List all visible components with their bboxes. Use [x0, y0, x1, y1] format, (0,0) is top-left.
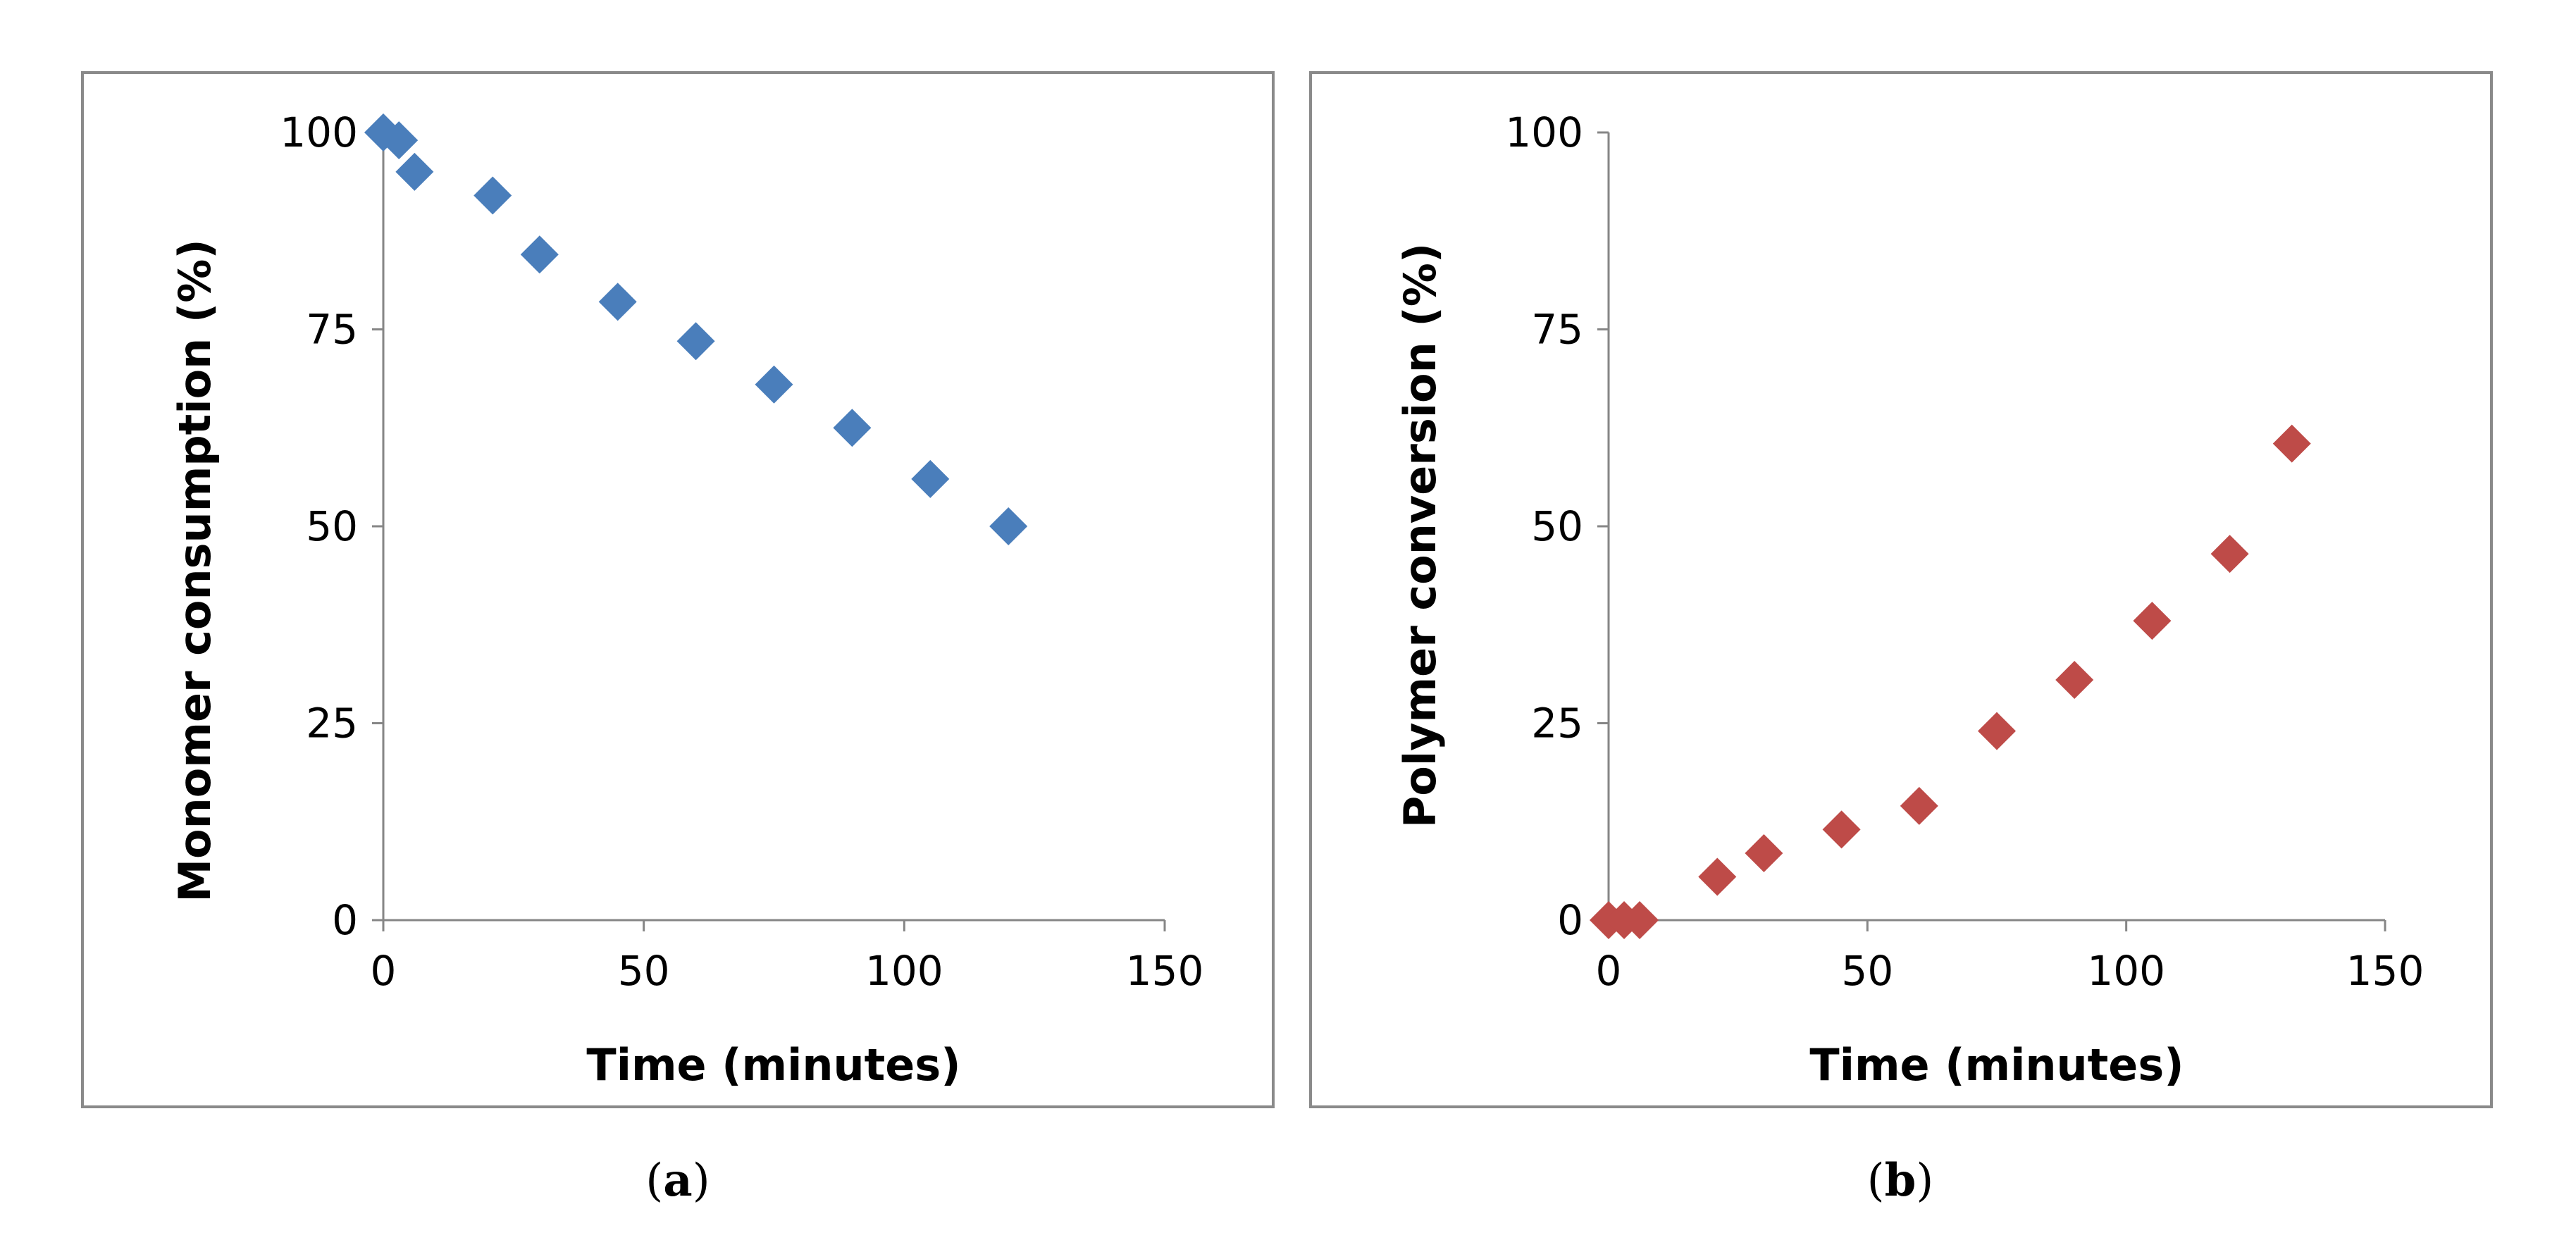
chart-a-data-point: [911, 459, 950, 498]
chart-b-x-tick-label: 150: [2346, 947, 2425, 995]
chart-a-y-tick-label: 75: [306, 306, 358, 354]
caption-b-letter: b: [1885, 1154, 1916, 1207]
chart-a-data-point: [520, 235, 559, 274]
chart-b-data-point: [1745, 833, 1783, 872]
caption-b: (b): [1867, 1154, 1934, 1207]
chart-a-x-tick-label: 50: [618, 947, 670, 995]
chart-b-data-point: [2272, 424, 2311, 463]
chart-b-data-point: [1900, 786, 1938, 825]
chart-a-points: [364, 113, 1028, 545]
chart-b: 0 25 50 75 100 0 50 100 150 Time (minutes) Polym…: [1309, 71, 2493, 1108]
chart-b-data-point: [1978, 712, 2016, 750]
chart-b-data-point: [2055, 661, 2094, 700]
chart-a-data-point: [833, 409, 872, 447]
chart-a-y-tick-label: 100: [280, 108, 358, 156]
chart-b-y-axis-title: Polymer conversion (%): [1394, 243, 1446, 828]
chart-a-data-point: [380, 121, 419, 160]
chart-b-y-tick-label: 75: [1531, 306, 1583, 354]
chart-a-x-tick-label: 150: [1126, 947, 1204, 995]
chart-b-y-tick-label: 50: [1531, 502, 1583, 550]
chart-b-tick-labels: 0 25 50 75 100 0 50 100 150: [1505, 108, 2424, 995]
chart-a-data-point: [755, 365, 793, 404]
chart-b-x-tick-label: 50: [1841, 947, 1893, 995]
chart-a-frame: [81, 71, 1275, 1108]
chart-b-x-tick-label: 0: [1596, 947, 1622, 995]
chart-b-y-tick-label: 100: [1505, 108, 1583, 156]
chart-a-y-axis-title: Monomer consumption (%): [169, 239, 221, 902]
chart-a-data-point: [473, 176, 512, 215]
chart-a-y-tick-label: 50: [306, 502, 358, 550]
chart-a-tick-labels: 0 25 50 75 100 0 50 100 150: [280, 108, 1203, 995]
chart-a-x-axis-title: Time (minutes): [586, 1039, 960, 1091]
caption-a-letter: a: [663, 1154, 692, 1207]
chart-b-x-axis-title: Time (minutes): [1809, 1039, 2184, 1091]
chart-b-data-point: [1822, 810, 1861, 849]
chart-b-data-point: [2210, 535, 2249, 574]
chart-a-data-point: [395, 152, 434, 191]
chart-a-x-tick-label: 0: [371, 947, 397, 995]
chart-b-data-point: [1621, 901, 1659, 939]
chart-a-data-point: [989, 507, 1028, 545]
chart-b-data-point: [2133, 602, 2172, 640]
chart-b-y-tick-label: 25: [1531, 700, 1583, 748]
chart-b-x-tick-label: 100: [2087, 947, 2165, 995]
chart-b-frame: [1309, 71, 2493, 1108]
chart-b-data-point: [1698, 857, 1737, 896]
chart-a-y-tick-label: 0: [332, 896, 358, 944]
chart-a-data-point: [598, 283, 637, 321]
chart-b-y-tick-label: 0: [1557, 896, 1583, 944]
chart-a: 0 25 50 75 100 0 50 100 150 Time (minutes) Monom…: [81, 71, 1275, 1108]
chart-a-y-tick-label: 25: [306, 700, 358, 748]
chart-a-data-point: [676, 322, 715, 361]
caption-a: (a): [645, 1154, 710, 1207]
chart-a-x-tick-label: 100: [865, 947, 943, 995]
chart-b-points: [1590, 424, 2311, 939]
